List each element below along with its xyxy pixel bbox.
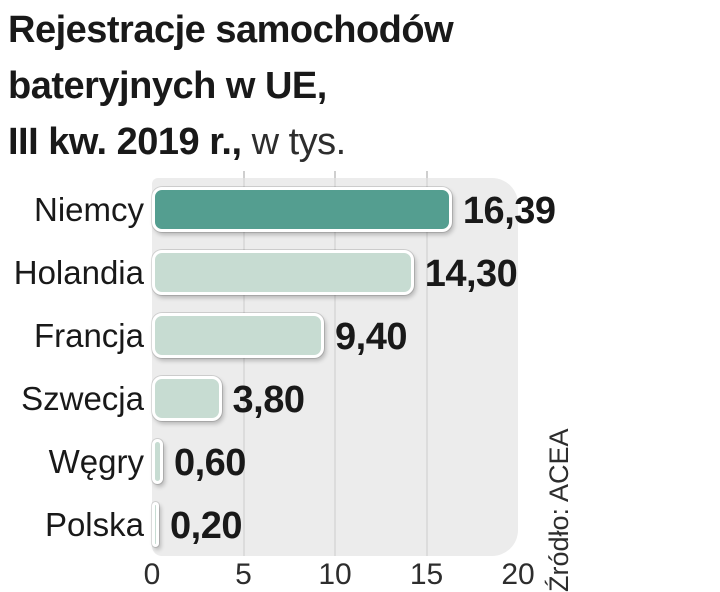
category-label-1: Holandia (13, 254, 144, 291)
bar-2 (152, 313, 325, 358)
axis-top-tick-10 (334, 171, 336, 178)
chart-title-line1: Rejestracje samochodów (8, 9, 454, 51)
chart-title: Rejestracje samochodów bateryjnych w UE,… (8, 2, 454, 170)
chart-title-line3-bold: III kw. 2019 r., (8, 121, 242, 163)
chart-title-line2: bateryjnych w UE, (8, 65, 327, 107)
category-label-0: Niemcy (33, 191, 144, 228)
source-credit: Źródło: ACEA (544, 428, 574, 592)
bar-5 (152, 502, 159, 547)
category-label-2: Francja (33, 317, 144, 354)
axis-top-tick-15 (425, 171, 428, 178)
value-label-2: 9,40 (335, 316, 407, 358)
value-label-3: 3,80 (232, 379, 305, 421)
value-label-0: 16,39 (462, 190, 556, 232)
axis-top-tick-5 (242, 171, 245, 178)
bar-1 (152, 250, 414, 295)
bar-3 (152, 376, 222, 421)
plot-area (152, 178, 518, 556)
gridline-5 (242, 178, 245, 556)
x-tick-label-20: 20 (501, 558, 535, 591)
category-label-5: Polska (44, 506, 144, 543)
value-label-4: 0,60 (173, 442, 246, 484)
chart-title-line3: III kw. 2019 r., w tys. (8, 114, 453, 170)
category-label-4: Węgry (48, 443, 144, 480)
category-label-3: Szwecja (21, 380, 144, 417)
bar-0 (152, 187, 452, 232)
gridline-10 (334, 178, 336, 556)
x-tick-label-10: 10 (318, 558, 352, 591)
value-label-1: 14,30 (424, 253, 518, 295)
x-tick-label-0: 0 (143, 558, 161, 591)
chart-title-line3-unit: w tys. (241, 121, 347, 163)
x-tick-label-5: 5 (235, 558, 252, 591)
value-label-5: 0,20 (170, 505, 242, 547)
bar-4 (152, 439, 163, 484)
gridline-15 (425, 178, 428, 556)
x-tick-label-15: 15 (409, 558, 444, 591)
